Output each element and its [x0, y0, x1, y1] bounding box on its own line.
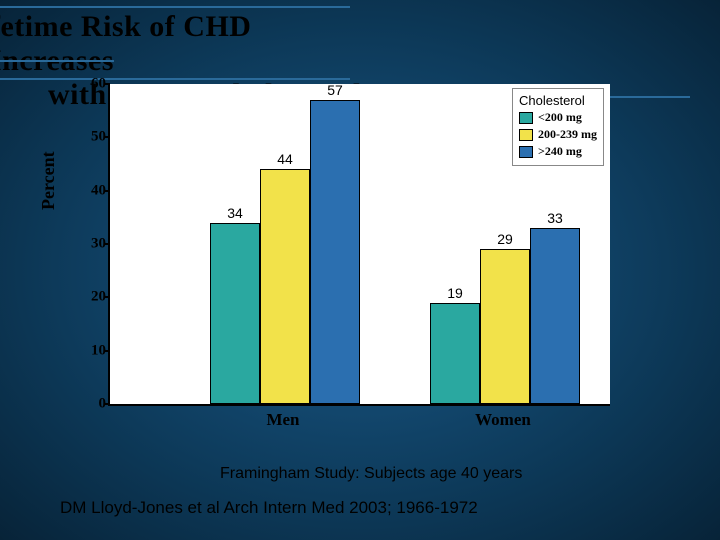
y-tick-label: 10 — [78, 342, 106, 359]
y-tick-mark — [104, 136, 110, 138]
legend-item: 200-239 mg — [519, 127, 597, 142]
y-tick-mark — [104, 243, 110, 245]
caption-study: Framingham Study: Subjects age 40 years — [220, 465, 522, 483]
x-category-label: Women — [443, 410, 563, 430]
y-tick-label: 60 — [78, 76, 106, 93]
legend: Cholesterol <200 mg 200-239 mg >240 mg — [512, 88, 604, 166]
slide: fetime Risk of CHD Increases with Serum … — [0, 0, 720, 540]
bar — [480, 249, 530, 404]
y-tick-mark — [104, 403, 110, 405]
legend-swatch — [519, 129, 533, 141]
title-pre: fetime Risk of CHD — [0, 10, 251, 43]
legend-label: 200-239 mg — [538, 127, 597, 142]
y-tick-mark — [104, 83, 110, 85]
x-category-label: Men — [223, 410, 343, 430]
bar-value-label: 44 — [260, 151, 310, 167]
legend-label: >240 mg — [538, 144, 582, 159]
y-tick-mark — [104, 350, 110, 352]
bar — [430, 303, 480, 404]
y-tick-mark — [104, 296, 110, 298]
legend-label: <200 mg — [538, 110, 582, 125]
y-axis-label: Percent — [38, 151, 59, 210]
bar-value-label: 19 — [430, 285, 480, 301]
y-tick-label: 40 — [78, 182, 106, 199]
title-line-1: fetime Risk of CHD Increases — [0, 6, 350, 80]
chart: Percent Cholesterol <200 mg200-239 mg>24… — [60, 80, 620, 450]
bar — [210, 223, 260, 404]
y-tick-label: 50 — [78, 129, 106, 146]
legend-title: Cholesterol — [519, 93, 597, 108]
bar-value-label: 57 — [310, 82, 360, 98]
plot-area: Cholesterol <200 mg200-239 mg>240 mg 010… — [108, 84, 610, 406]
bar — [310, 100, 360, 404]
legend-swatch — [519, 146, 533, 158]
legend-item: <200 mg — [519, 110, 597, 125]
legend-item: >240 mg — [519, 144, 597, 159]
bar-value-label: 29 — [480, 231, 530, 247]
bar — [530, 228, 580, 404]
legend-swatch — [519, 112, 533, 124]
y-tick-label: 30 — [78, 236, 106, 253]
bar — [260, 169, 310, 404]
y-tick-mark — [104, 190, 110, 192]
caption-citation: DM Lloyd-Jones et al Arch Intern Med 200… — [60, 498, 478, 518]
y-tick-label: 0 — [78, 396, 106, 413]
title-strike: Increases — [0, 44, 114, 77]
bar-value-label: 33 — [530, 210, 580, 226]
y-tick-label: 20 — [78, 289, 106, 306]
bar-value-label: 34 — [210, 205, 260, 221]
